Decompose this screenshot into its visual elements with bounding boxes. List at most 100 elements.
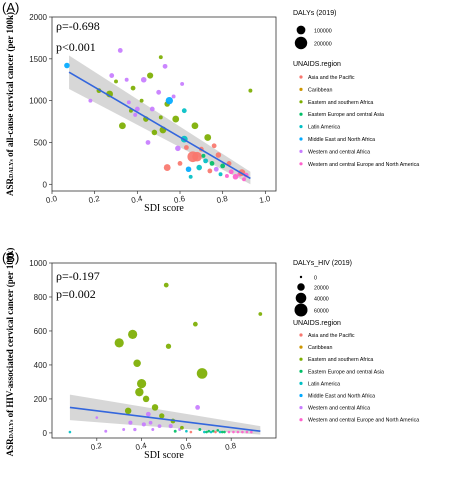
region-legend-key	[299, 149, 303, 153]
region-legend-key	[299, 100, 303, 104]
region-legend-key	[299, 406, 303, 410]
data-point	[139, 98, 144, 103]
panel-b-size-legend-title: DALYs_HIV (2019)	[293, 260, 352, 267]
panel-b-region-legend-title: UNAIDS.region	[293, 320, 341, 327]
data-point	[163, 164, 171, 171]
data-point	[227, 430, 231, 434]
data-point	[209, 430, 213, 434]
x-tick-label: 0.8	[224, 441, 237, 452]
panel-b: (B) 0.2 0.4 0.6 0.8 0 200 400 600 800 1000 ρ=-0.…	[2, 248, 419, 461]
data-point	[214, 430, 217, 434]
y-tick-label: 400	[34, 361, 48, 370]
region-legend-label: Western and central Africa	[308, 406, 370, 412]
x-tick-label: 0.2	[90, 441, 103, 452]
region-legend-label: Western and central Europe and North Ame…	[308, 418, 419, 424]
data-point	[140, 76, 147, 83]
data-point	[163, 282, 169, 288]
panel-b-x-axis-title: SDI score	[144, 450, 184, 461]
y-tick-label: 0	[43, 429, 48, 438]
data-point	[216, 429, 220, 432]
data-point	[135, 387, 144, 397]
region-legend-label: Eastern Europe and central Asia	[308, 369, 384, 375]
data-point	[158, 115, 163, 120]
panel-b-region-legend: Asia and the Pacific Caribbean Eastern and…	[299, 333, 419, 424]
data-point	[211, 143, 217, 149]
size-legend-label: 60000	[314, 309, 329, 315]
panel-b-y-title-suffix: of HIV-associated cervical cancer (per 1…	[5, 248, 15, 420]
region-legend-key	[299, 393, 303, 398]
data-point	[68, 430, 72, 434]
data-point	[109, 73, 115, 78]
data-point	[133, 427, 137, 432]
region-legend-label: Latin America	[308, 125, 340, 131]
data-point	[145, 411, 151, 417]
region-legend-key	[299, 87, 303, 91]
data-point	[218, 172, 223, 177]
data-point	[213, 166, 219, 172]
data-point	[205, 430, 208, 434]
data-point	[151, 129, 158, 136]
data-point	[133, 359, 141, 367]
panel-b-size-legend: 0 20000 40000 60000	[294, 275, 329, 317]
regression-line	[69, 406, 261, 432]
data-point	[245, 430, 249, 434]
data-point	[168, 424, 173, 429]
region-legend-key	[299, 75, 303, 79]
data-point	[172, 115, 180, 123]
data-point	[236, 430, 240, 434]
region-legend-key	[299, 418, 303, 422]
data-point	[241, 430, 244, 434]
data-point	[117, 48, 123, 53]
panel-a-region-legend: Asia and the Pacific Caribbean Eastern and…	[299, 75, 419, 168]
panel-a-y-title-suffix: of all-cause cervical cancer (per 100k)	[5, 12, 15, 159]
data-point	[177, 160, 183, 166]
size-legend-key	[299, 275, 303, 279]
data-point	[189, 430, 193, 434]
size-legend-key	[295, 292, 307, 304]
data-point	[124, 77, 129, 82]
data-point	[165, 96, 173, 105]
data-point	[185, 429, 188, 433]
data-point	[158, 55, 163, 60]
panel-b-p-value: p=0.002	[56, 287, 96, 301]
data-point	[191, 122, 199, 130]
region-legend-key	[299, 345, 303, 349]
data-point	[201, 153, 206, 158]
data-point	[185, 166, 192, 173]
panel-b-y-title-sub: DALYs	[9, 419, 15, 438]
panel-a-region-legend-title: UNAIDS.region	[293, 61, 341, 68]
panel-b-rho: ρ=-0.197	[56, 269, 100, 283]
data-point	[203, 430, 206, 434]
region-legend-label: Eastern and southern Africa	[308, 357, 373, 363]
x-tick-label: 1.0	[258, 194, 271, 205]
panel-a-y-ticks: 0 500 1000 1500 2000	[29, 13, 52, 189]
data-point	[248, 88, 253, 93]
panel-b-points	[68, 282, 263, 434]
data-point	[195, 405, 200, 410]
x-tick-label: 0.6	[173, 194, 186, 205]
data-point	[114, 338, 124, 348]
region-legend-label: Caribbean	[308, 345, 332, 351]
panel-b-label: (B)	[2, 250, 19, 265]
panel-a-rho: ρ=-0.698	[56, 19, 100, 33]
size-legend-key	[294, 36, 308, 50]
data-point	[183, 145, 189, 150]
data-point	[198, 428, 202, 431]
region-legend-label: Asia and the Pacific	[308, 333, 355, 339]
data-point	[104, 429, 108, 433]
size-legend-key	[297, 283, 305, 291]
data-point	[156, 89, 162, 95]
panel-a-y-axis-title: ASRDALYs of all-cause cervical cancer (p…	[5, 12, 15, 196]
region-legend-key	[299, 112, 303, 116]
panel-a-p-value: p<0.001	[56, 40, 96, 54]
data-point	[122, 428, 126, 431]
region-legend-label: Eastern Europe and central Asia	[308, 112, 384, 118]
size-legend-key	[296, 25, 306, 35]
data-point	[211, 429, 215, 433]
data-point	[142, 395, 150, 403]
data-point	[137, 379, 147, 389]
data-point	[130, 85, 136, 91]
data-point	[151, 428, 155, 431]
data-point	[220, 430, 224, 434]
